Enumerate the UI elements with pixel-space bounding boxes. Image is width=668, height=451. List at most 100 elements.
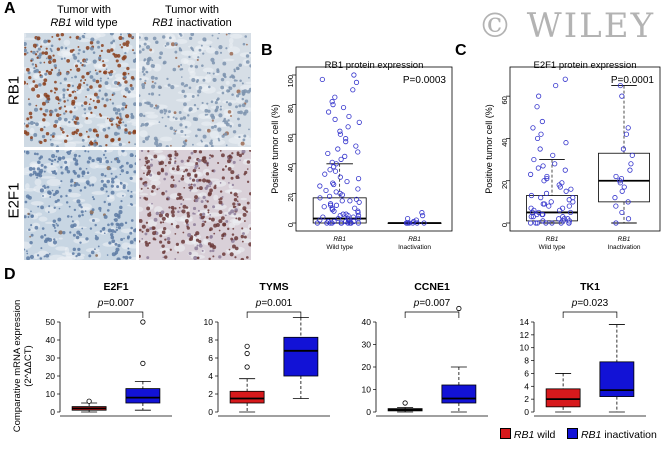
nucleus [67,83,71,88]
nucleus [127,251,131,256]
nucleus [194,65,199,69]
nucleus [211,119,215,122]
nucleus [161,230,166,235]
nucleus [25,124,29,128]
nucleus [104,156,107,159]
tissue-gap [189,70,196,77]
nucleus [232,244,236,249]
e2f1-ytick-label: 0 [500,223,509,227]
mrna-0-ytick-label: 40 [46,335,56,345]
nucleus [115,222,119,226]
nucleus [173,111,177,115]
legend-inactivation-gene: RB1 [580,429,602,441]
nucleus [169,36,172,40]
nucleus [238,153,243,158]
nucleus [93,143,97,147]
nucleus [175,242,179,246]
nucleus [42,195,44,197]
nucleus [115,111,119,115]
nucleus [208,257,211,260]
e2f1-point [528,192,535,199]
nucleus [209,141,213,146]
nucleus [71,252,75,256]
nucleus [164,172,168,176]
nucleus [111,252,116,257]
nucleus [39,107,43,111]
rb1-pvalue: P=0.0003 [403,75,447,86]
nucleus [71,84,75,88]
nucleus [118,36,123,41]
nucleus [228,86,233,91]
nucleus [221,91,225,95]
nucleus [207,179,211,183]
nucleus [85,167,88,170]
nucleus [103,214,108,219]
tissue-gap [201,121,212,126]
nucleus [219,105,222,108]
nucleus [232,205,236,209]
nucleus [201,212,206,216]
nucleus [53,64,57,68]
nucleus [26,83,29,85]
mrna-3-pvalue: p=0.023 [571,298,609,309]
nucleus [34,63,37,66]
mrna-0-pvalue: p=0.007 [97,298,135,309]
tissue-gap [175,98,191,102]
e2f1-point [527,220,534,226]
nucleus [100,172,105,177]
nucleus [218,229,221,232]
nucleus [149,163,153,167]
nucleus [129,231,133,235]
panel-label-b: B [261,42,273,59]
nucleus [164,255,168,259]
nucleus [98,70,101,73]
rb1-ytick-label: 60 [286,134,295,142]
nucleus [152,36,157,41]
mrna-3-ytick-label: 8 [524,356,529,366]
nucleus [141,237,144,240]
nucleus [126,66,130,71]
tissue-gap [222,99,237,104]
rb1-point [340,211,346,217]
e2f1-point [544,173,550,180]
nucleus [206,113,209,116]
nucleus [110,235,115,240]
nucleus [30,59,33,62]
nucleus [52,58,57,63]
nucleus [119,222,124,227]
nucleus [100,186,105,191]
nucleus [37,47,41,51]
nucleus [164,238,167,241]
nucleus [163,177,166,181]
e2f1-point [562,76,568,82]
nucleus [110,229,115,233]
nucleus [85,71,90,76]
nucleus [161,116,164,119]
nucleus [68,93,72,97]
nucleus [58,38,61,41]
nucleus [139,158,141,161]
nucleus [89,75,94,79]
nucleus [212,72,215,75]
nucleus [92,59,97,64]
nucleus [105,159,110,164]
nucleus [225,219,229,223]
nucleus [207,192,212,197]
nucleus [88,106,92,111]
mrna-3-ytick-label: 6 [524,368,529,378]
nucleus [175,224,180,229]
nucleus [93,105,98,109]
nucleus [94,69,97,72]
nucleus [161,244,165,248]
nucleus [36,94,41,98]
nucleus [83,59,86,63]
nucleus [120,46,124,49]
mrna-3-ytick-label: 2 [524,394,529,404]
nucleus [190,33,195,37]
nucleus [139,112,144,118]
nucleus [34,46,37,49]
nucleus [159,234,163,238]
nucleus [90,140,92,143]
nucleus [189,177,192,180]
e2f1-point [621,184,627,190]
